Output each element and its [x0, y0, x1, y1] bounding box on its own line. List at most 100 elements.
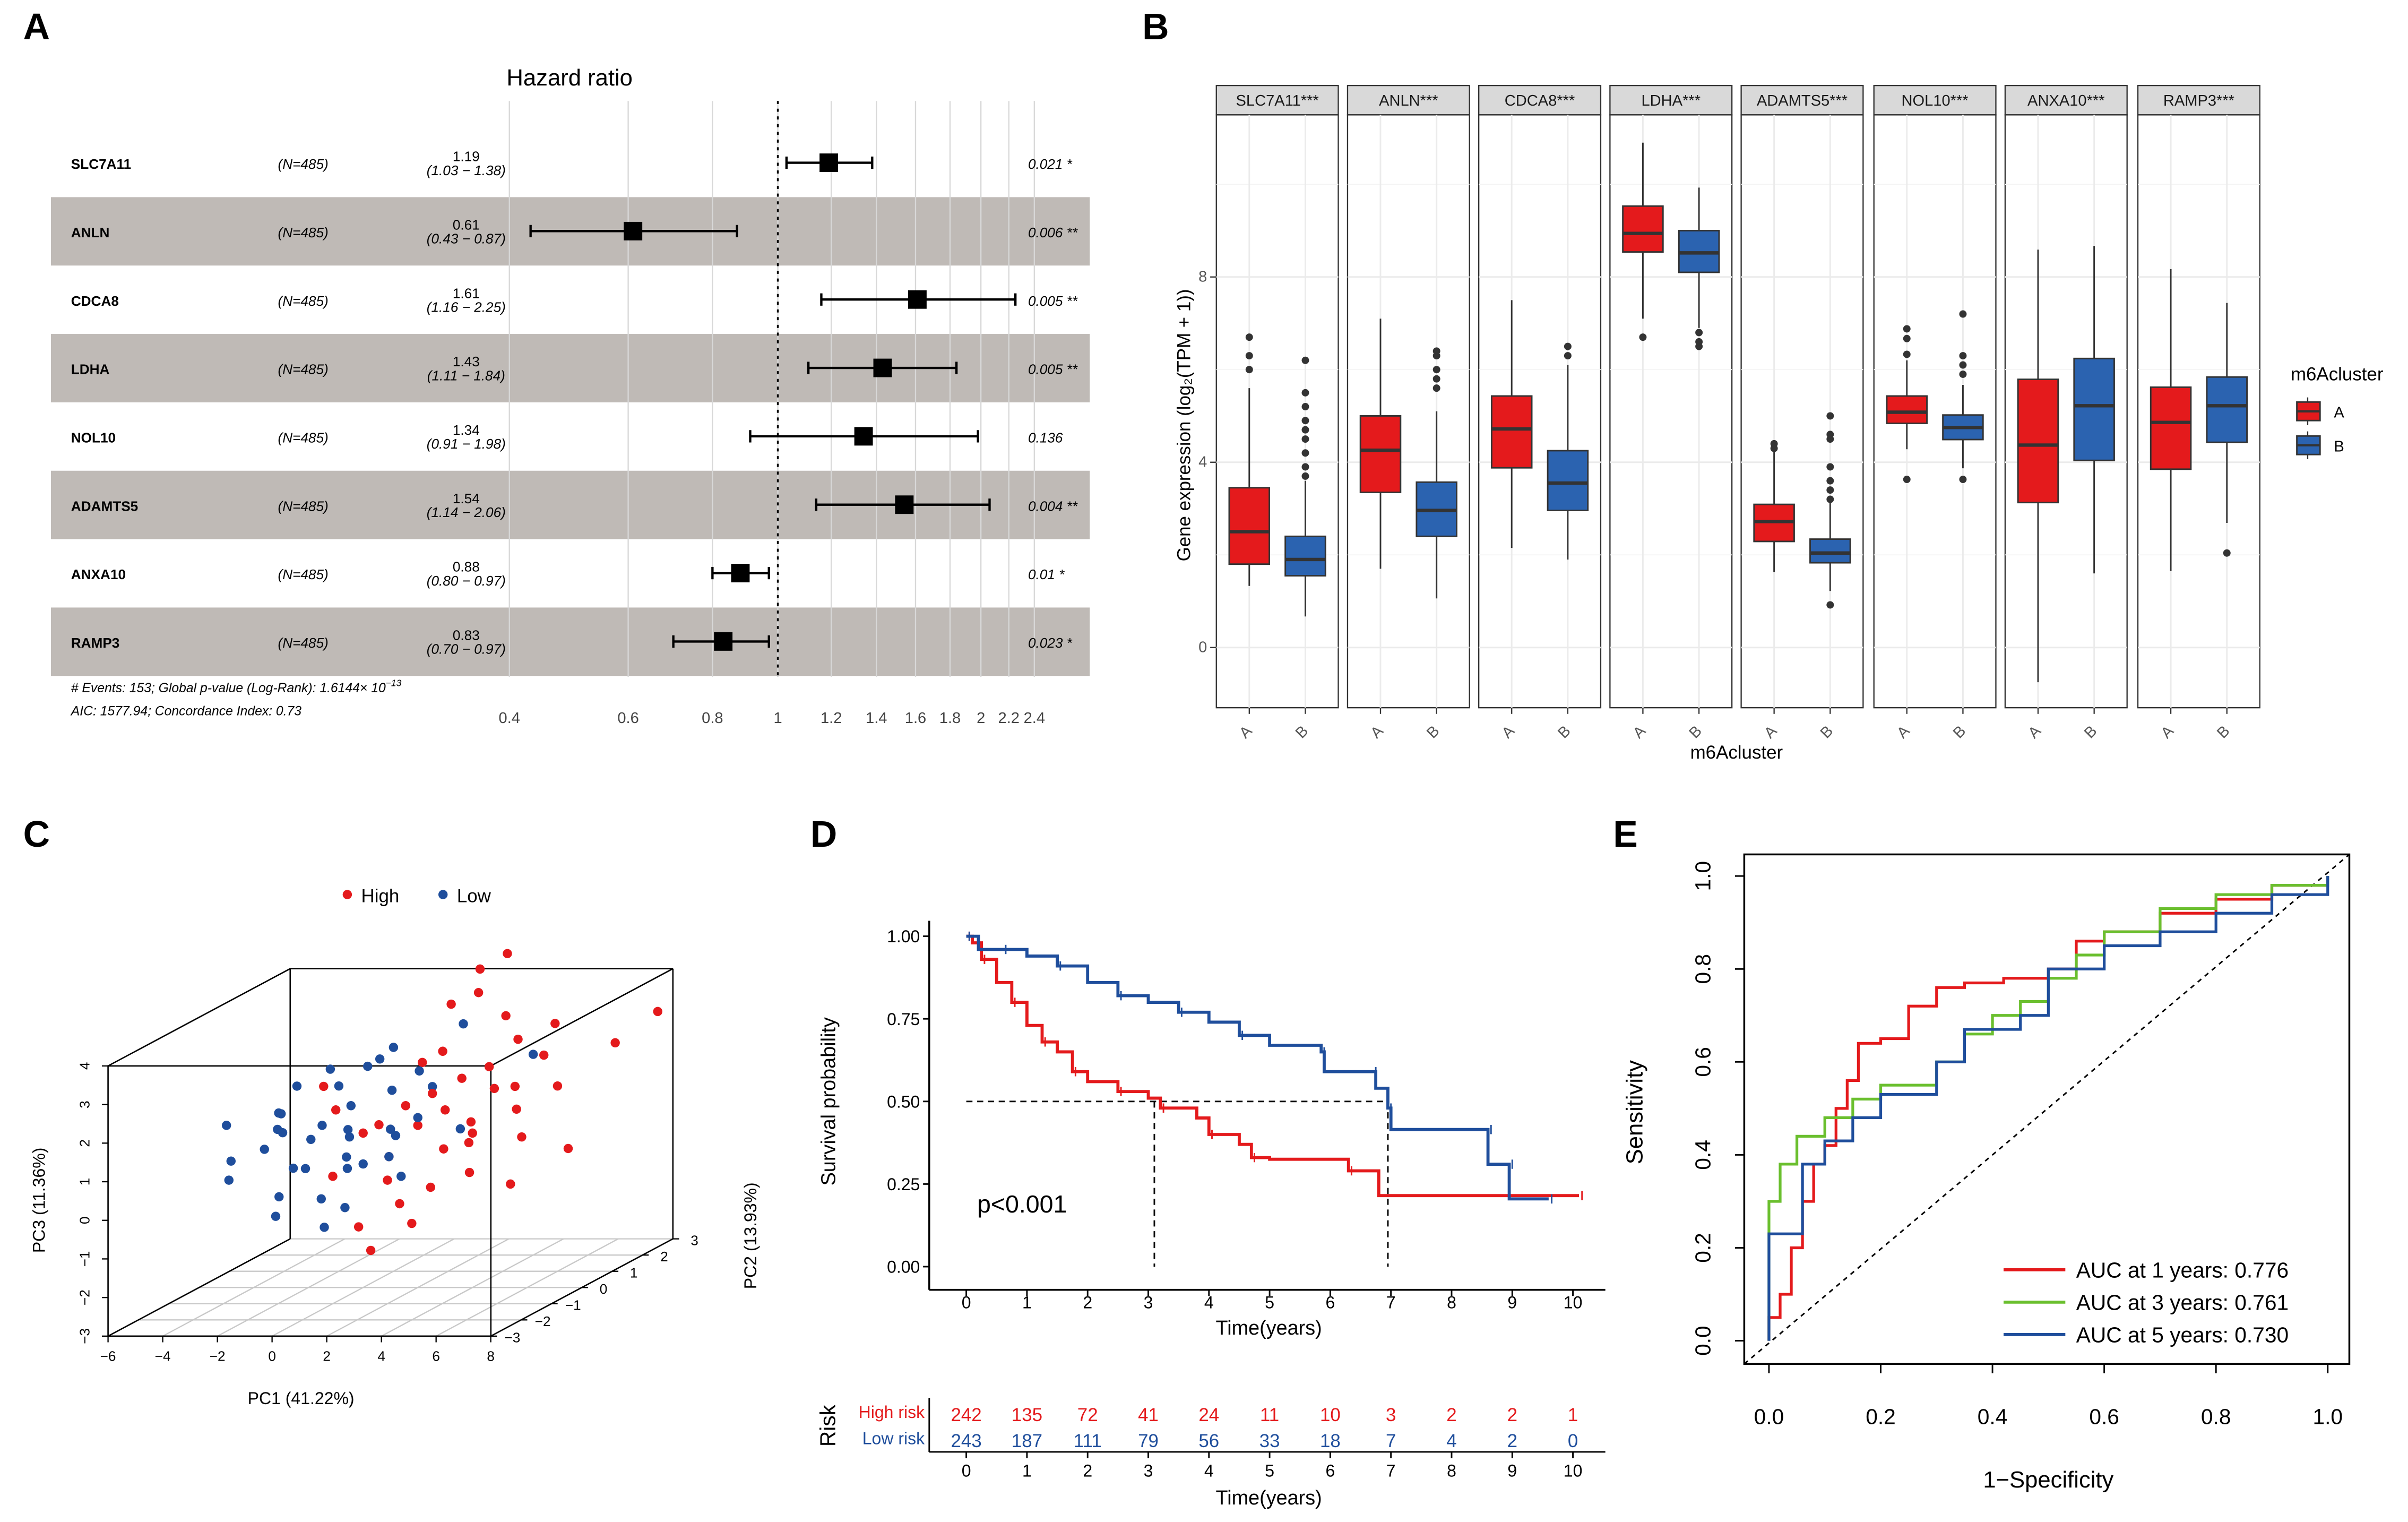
legend-label: AUC at 5 years: 0.730 [2076, 1322, 2289, 1347]
hr-point [714, 632, 733, 651]
risk-count: 135 [1012, 1405, 1042, 1425]
confidence-interval: (1.16 − 2.25) [427, 299, 506, 315]
km-survival-plot: 0.000.250.500.751.000 1 2 3 4 5 6 7 8 9 10p<0.001T… [815, 921, 1606, 1509]
box-A [1886, 395, 1928, 424]
point-low [342, 1152, 351, 1162]
footnote-events: # Events: 153; Global p-value (Log-Rank)… [71, 677, 402, 695]
point-low [358, 1159, 368, 1169]
risk-x-tick-label: 3 [1144, 1461, 1153, 1481]
legend-marker [438, 890, 448, 899]
outlier-point [1245, 333, 1253, 341]
risk-count: 10 [1320, 1405, 1341, 1425]
outlier-point [1959, 310, 1967, 318]
point-high [466, 1117, 476, 1127]
outlier-point [1903, 334, 1911, 342]
x-tick-label: 3 [1144, 1293, 1153, 1312]
pc3-tick-label: 4 [77, 1062, 93, 1070]
risk-x-tick-label: 6 [1326, 1461, 1335, 1481]
hr-point [895, 495, 914, 514]
confidence-interval: (1.11 − 1.84) [427, 367, 505, 383]
risk-x-tick-label: 2 [1083, 1461, 1092, 1481]
outlier-point [1826, 412, 1834, 420]
point-low [260, 1145, 269, 1154]
outlier-point [2223, 549, 2231, 557]
box-B [1547, 450, 1589, 511]
x-axis-label: Time(years) [1216, 1317, 1322, 1339]
legend-label: A [2334, 404, 2344, 421]
outlier-point [1432, 366, 1440, 374]
pc3-tick-label: −1 [77, 1251, 93, 1267]
x-tick-label: 6 [1326, 1293, 1335, 1312]
x-tick-label: 1.0 [2312, 1405, 2343, 1429]
hazard-ratio: 1.34 [453, 422, 480, 438]
facet-panel [1347, 114, 1470, 709]
pc2-tick-label: 1 [630, 1265, 638, 1280]
x-tick-label: 0.8 [702, 710, 723, 727]
outlier-point [1301, 463, 1309, 471]
x-tick-label: 0.4 [499, 710, 520, 727]
p-value: 0.023 * [1028, 635, 1073, 651]
x-tick-label: 7 [1386, 1293, 1396, 1312]
point-low [459, 1019, 468, 1029]
facet-strip [1347, 84, 1470, 116]
x-tick-label: 10 [1564, 1293, 1583, 1312]
facet-strip [2137, 84, 2260, 116]
facet-label: CDCA8*** [1505, 92, 1575, 109]
box-A [2150, 386, 2192, 470]
x-axis-label: m6Acluster [1690, 742, 1783, 763]
point-high [319, 1081, 329, 1091]
outlier-point [1432, 347, 1440, 355]
outlier-point [1301, 435, 1309, 443]
cube-edge [107, 1238, 291, 1337]
risk-count: 7 [1386, 1431, 1396, 1451]
x-tick-label: 5 [1265, 1293, 1274, 1312]
hazard-ratio: 0.88 [453, 559, 480, 575]
y-tick-label: 0.50 [887, 1092, 920, 1111]
outlier-point [1564, 342, 1572, 350]
pc3-axis-label: PC3 (11.36%) [29, 1148, 48, 1253]
point-high [550, 1019, 560, 1028]
x-tick-label: 0.2 [1866, 1405, 1896, 1429]
gene-label: ADAMTS5 [71, 498, 138, 514]
confidence-interval: (0.43 − 0.87) [427, 231, 506, 247]
point-high [510, 1081, 520, 1091]
risk-count: 11 [1260, 1405, 1279, 1425]
forest-title: Hazard ratio [506, 65, 633, 91]
roc-curve-2 [1767, 876, 2329, 1341]
outlier-point [1959, 370, 1967, 378]
risk-count: 72 [1077, 1405, 1098, 1425]
risk-count: 24 [1198, 1405, 1219, 1425]
risk-x-tick-label: 7 [1386, 1461, 1396, 1481]
facet-label: SLC7A11*** [1236, 92, 1319, 109]
pc3-tick-label: 0 [77, 1216, 93, 1224]
y-tick-label: 0.25 [887, 1175, 920, 1194]
risk-count: 1 [1568, 1405, 1578, 1425]
confidence-interval: (0.70 − 0.97) [427, 641, 506, 657]
p-value-annotation: p<0.001 [977, 1190, 1067, 1218]
y-tick-label: 0.8 [1690, 954, 1715, 984]
outlier-point [1826, 495, 1834, 503]
p-value: 0.021 * [1028, 156, 1073, 172]
legend-label: B [2334, 438, 2344, 455]
outlier-point [1301, 403, 1309, 411]
outlier-point [1826, 431, 1834, 438]
box-B [2073, 357, 2115, 461]
pc3-tick-label: −3 [77, 1328, 93, 1344]
outlier-point [1301, 449, 1309, 457]
point-low [320, 1223, 329, 1232]
point-low [415, 1066, 424, 1076]
facet-label: ANXA10*** [2027, 92, 2104, 109]
point-high [439, 1144, 448, 1154]
forest-plot: Hazard ratio SLC7A11 (N=485) 1.19(1.03 − 1.… [50, 65, 1090, 727]
confidence-interval: (0.80 − 0.97) [427, 573, 506, 589]
risk-x-tick-label: 4 [1204, 1461, 1214, 1481]
point-high [438, 1046, 447, 1056]
hazard-ratio: 1.43 [453, 354, 480, 369]
plot-frame [1743, 853, 2351, 1365]
risk-count: 79 [1138, 1431, 1159, 1451]
point-high [464, 1167, 474, 1177]
panel-label-b: B [1142, 6, 1169, 47]
point-low [224, 1175, 234, 1185]
km-curve-high-risk [966, 934, 1580, 1198]
point-high [366, 1245, 376, 1256]
